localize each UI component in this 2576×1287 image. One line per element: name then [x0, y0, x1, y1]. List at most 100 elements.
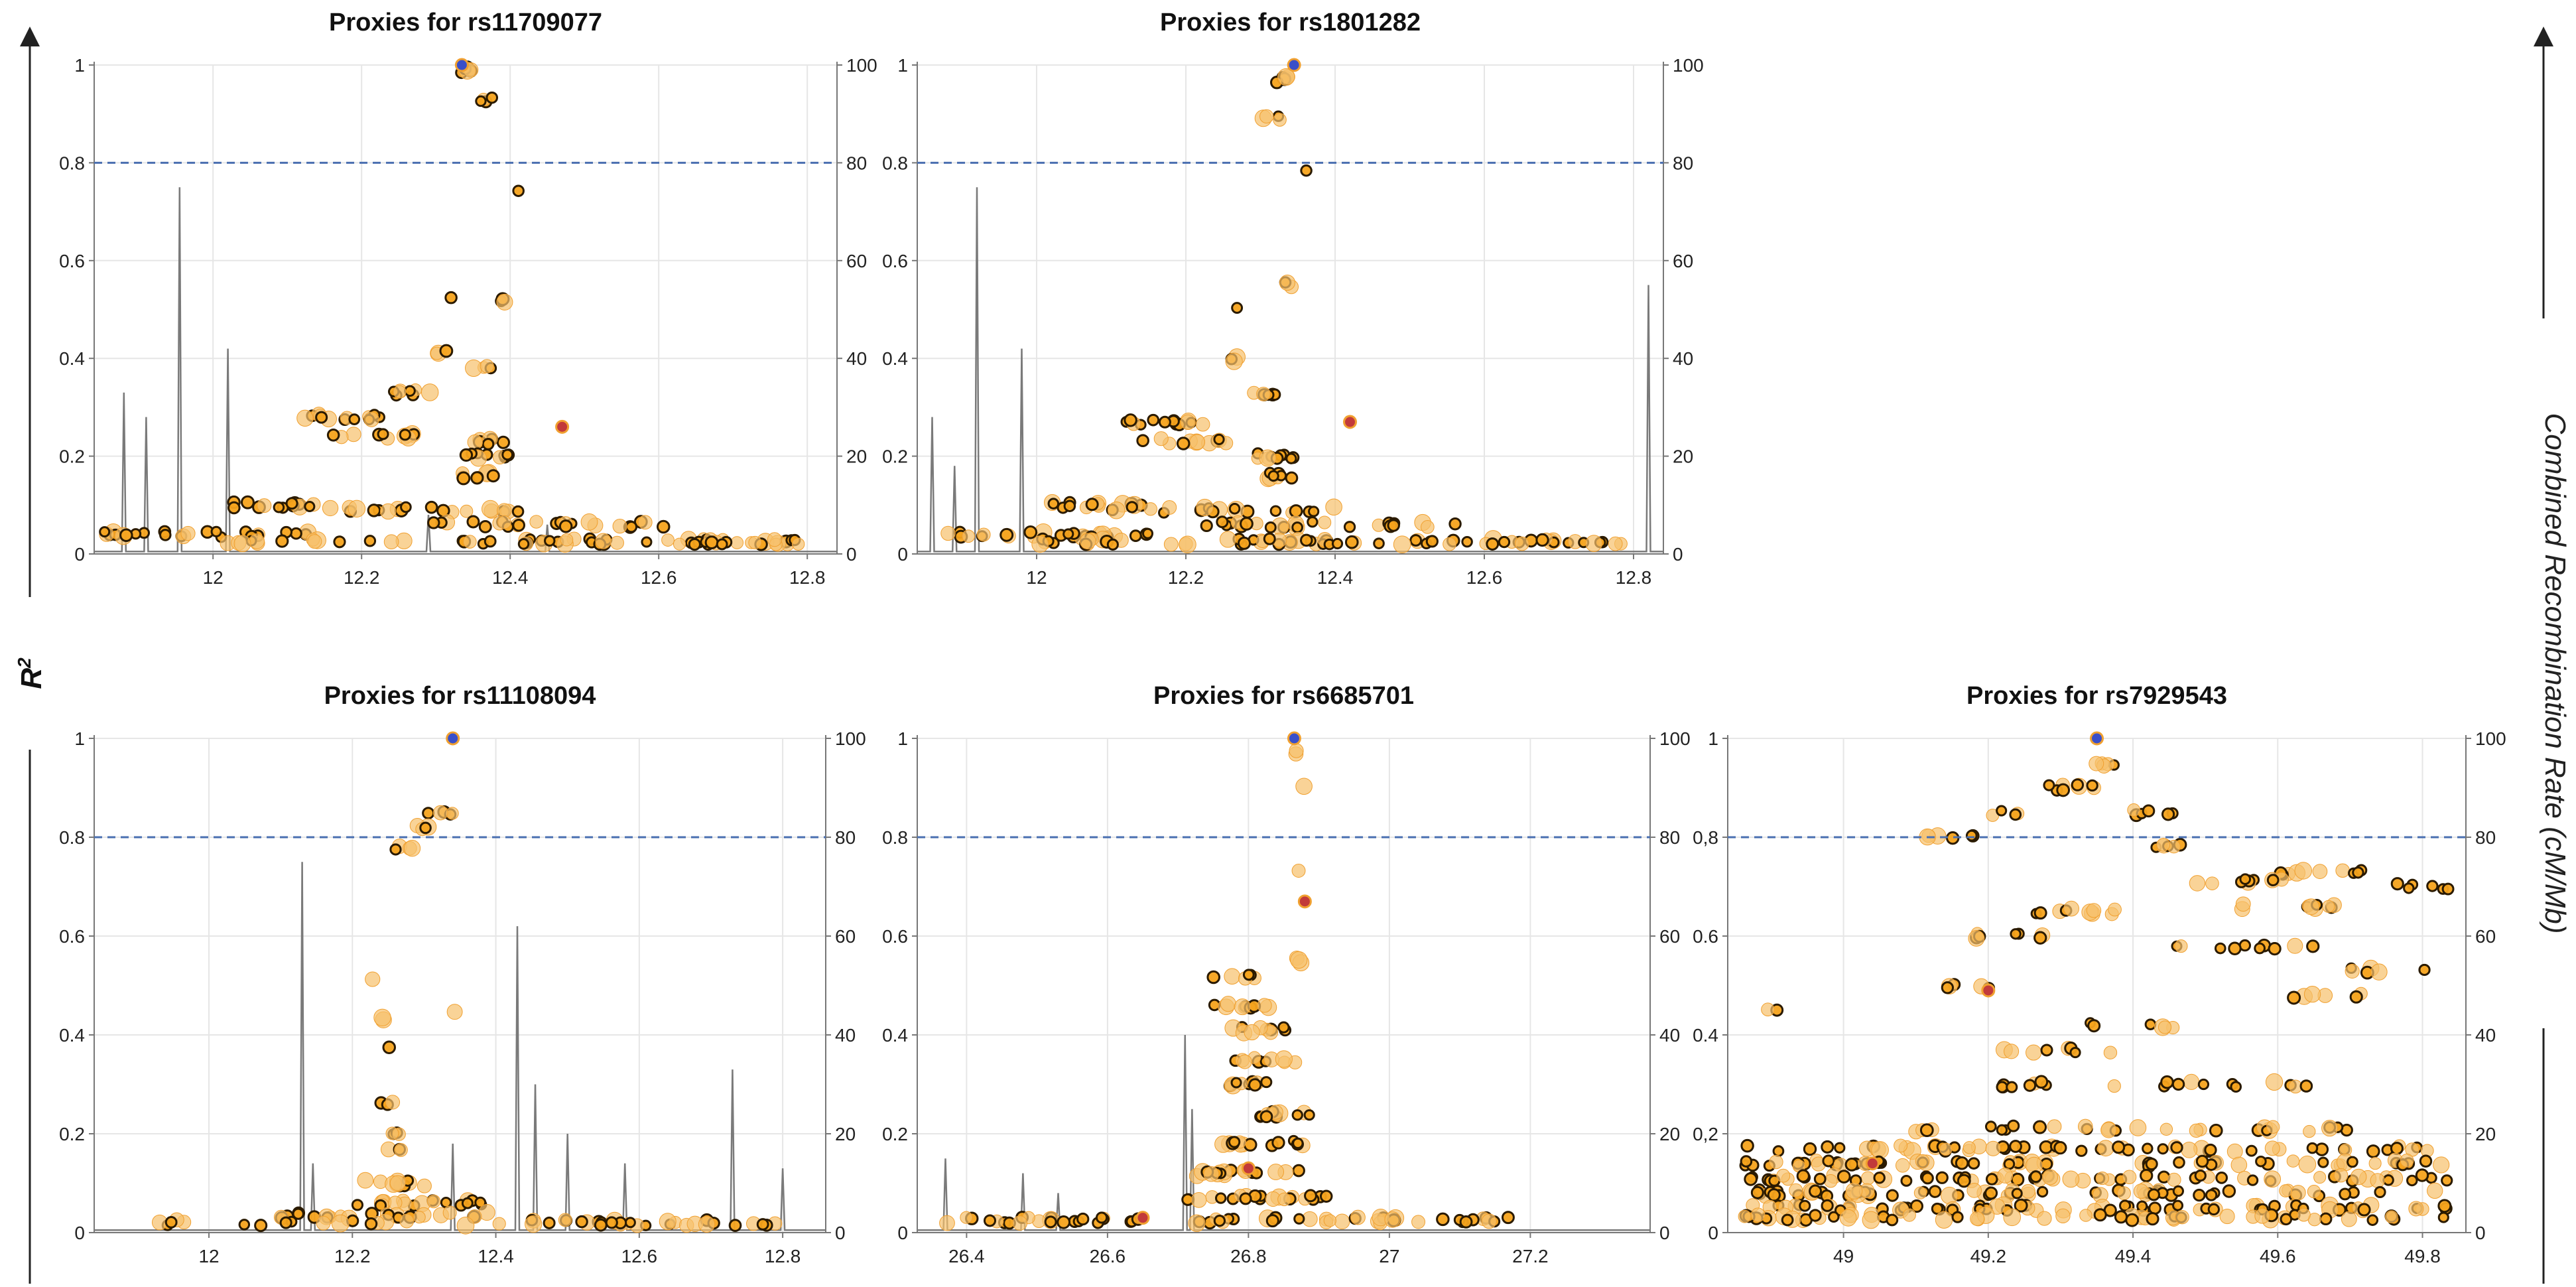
x-tick-label: 12.4 — [492, 567, 529, 588]
snp-point — [389, 1175, 406, 1191]
snp-point — [2352, 866, 2364, 879]
y2-tick-label: 60 — [1659, 926, 1680, 947]
y-tick-label: 1 — [897, 55, 908, 76]
x-tick-label: 26.4 — [948, 1246, 985, 1266]
snp-point — [466, 515, 480, 529]
snp-point — [374, 1199, 387, 1212]
y-tick-label: 0.6 — [1693, 926, 1718, 947]
snp-point — [1213, 433, 1225, 445]
snp-point — [1955, 1156, 1969, 1170]
snp-point — [461, 1197, 474, 1209]
snp-point — [1996, 1124, 2008, 1136]
highlight-snp-point — [1241, 1161, 1256, 1176]
snp-point — [413, 1211, 426, 1224]
snp-point — [1237, 1054, 1252, 1069]
snp-point — [1821, 1199, 1834, 1212]
y-tick-label: 0 — [897, 544, 908, 565]
snp-point — [1285, 452, 1297, 464]
x-tick-label: 12.8 — [765, 1246, 801, 1266]
snp-point — [1822, 1154, 1835, 1168]
snp-point — [558, 1213, 572, 1227]
snp-point — [2040, 1044, 2053, 1057]
snp-point — [1289, 743, 1304, 758]
snp-point — [641, 536, 653, 548]
x-tick-label: 12.4 — [1317, 567, 1354, 588]
snp-point — [322, 500, 339, 517]
snp-point — [1317, 515, 1332, 529]
snp-point — [2266, 874, 2280, 886]
snp-point — [442, 1205, 457, 1220]
snp-point — [999, 527, 1014, 542]
snp-point — [2097, 1140, 2114, 1157]
y-tick-label: 0.4 — [1693, 1025, 1718, 1046]
snp-point — [2127, 803, 2141, 817]
highlight-snp-point — [1981, 983, 1996, 998]
snp-point — [1421, 520, 1435, 534]
snp-point — [688, 537, 701, 551]
snp-point — [1824, 1174, 1838, 1188]
snp-point — [2382, 1174, 2394, 1186]
y2-tick-label: 20 — [1673, 446, 1693, 467]
snp-point — [290, 527, 302, 540]
snp-point — [1740, 1155, 1753, 1168]
y-tick-label: 0.4 — [882, 1025, 908, 1046]
x-tick-label: 12.6 — [1466, 567, 1503, 588]
snp-point — [2366, 1214, 2379, 1226]
snp-point — [2089, 756, 2104, 772]
snp-point — [1295, 778, 1313, 795]
y2-tick-label: 80 — [846, 153, 867, 173]
snp-point — [1237, 536, 1252, 550]
snp-point — [1031, 535, 1049, 553]
snp-point — [2122, 1170, 2137, 1185]
snp-point — [1913, 1186, 1927, 1199]
snp-point — [2235, 896, 2251, 912]
snp-point — [939, 1215, 955, 1231]
snp-point — [1900, 1175, 1913, 1187]
chart-title: Proxies for rs11108094 — [324, 682, 596, 710]
snp-point — [1179, 535, 1196, 554]
snp-point — [2345, 963, 2360, 979]
snp-point — [482, 500, 499, 518]
snp-point — [373, 1008, 391, 1027]
left-axis-label-base: R — [15, 668, 48, 689]
snp-point — [1941, 1186, 1959, 1205]
snp-point — [460, 504, 474, 518]
snp-point — [2427, 1182, 2443, 1199]
snp-point — [2390, 877, 2404, 891]
y2-tick-label: 20 — [835, 1124, 856, 1144]
highlight-snp-point — [1343, 415, 1357, 429]
snp-point — [1292, 1137, 1304, 1150]
snp-point — [1744, 1172, 1758, 1186]
snp-point — [2209, 1123, 2223, 1138]
snp-point — [2023, 1079, 2037, 1092]
snp-point — [2010, 928, 2022, 940]
snp-point — [467, 434, 483, 450]
snp-point — [1216, 515, 1229, 529]
snp-point — [1939, 1142, 1953, 1156]
y-tick-label: 0.2 — [882, 1124, 908, 1144]
snp-point — [610, 535, 624, 550]
snp-point — [1244, 1024, 1260, 1041]
snp-point — [1965, 829, 1978, 842]
snp-point — [2029, 1170, 2043, 1184]
left-global-axis: R2 — [14, 27, 48, 1284]
snp-point — [2172, 1185, 2185, 1197]
x-tick-label: 12.2 — [1168, 567, 1204, 588]
snp-point — [2215, 1172, 2228, 1184]
y2-tick-label: 0 — [2475, 1223, 2486, 1243]
x-tick-label: 12 — [198, 1246, 219, 1266]
snp-point — [1289, 504, 1303, 518]
snp-point — [2033, 931, 2047, 945]
lead-snp-point — [2090, 731, 2104, 746]
snp-point — [241, 495, 255, 509]
y2-tick-label: 60 — [835, 926, 856, 947]
snp-point — [2009, 1140, 2022, 1153]
snp-point — [2207, 1203, 2221, 1216]
snp-point — [1136, 434, 1149, 447]
snp-point — [1095, 1211, 1108, 1224]
snp-point — [1481, 1213, 1497, 1229]
snp-point — [2007, 1119, 2020, 1132]
snp-point — [2319, 1212, 2333, 1226]
snp-point — [1957, 1174, 1971, 1188]
